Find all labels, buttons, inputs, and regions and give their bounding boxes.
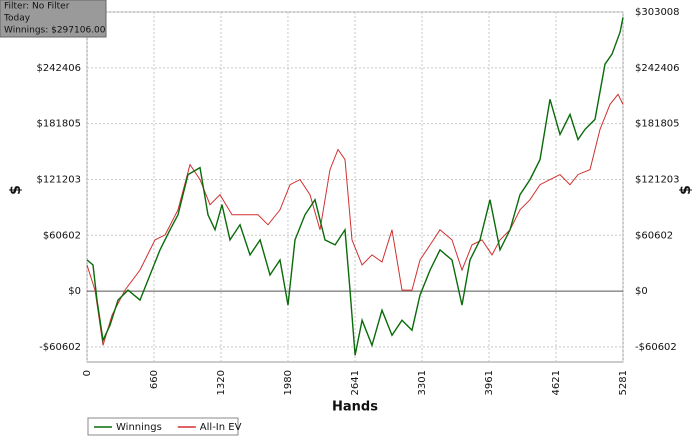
x-tick-label: 2641: [350, 370, 361, 395]
legend-label: All-In EV: [200, 422, 242, 433]
y2-tick-label: $121203: [635, 174, 680, 185]
x-tick-label: 0: [82, 370, 93, 376]
y-tick-label: $0: [68, 286, 81, 297]
y2-tick-label: $303008: [635, 7, 680, 18]
y-tick-label: -$60602: [39, 342, 81, 353]
y2-tick-label: $181805: [635, 119, 680, 130]
x-tick-label: 3961: [484, 370, 495, 395]
y2-axis-title: $: [678, 185, 694, 195]
legend: Winnings All-In EV: [87, 417, 242, 436]
x-tick-label: 4621: [551, 370, 562, 395]
x-tick-label: 1320: [216, 370, 227, 395]
x-tick-label: 5281: [618, 370, 629, 395]
plot-area: [86, 11, 624, 363]
series-line: [86, 17, 624, 356]
info-text: Winnings: $297106.00: [4, 26, 106, 36]
y2-tick-label: $60602: [635, 230, 673, 241]
y2-tick-label: $242406: [635, 63, 680, 74]
y-tick-label: $181805: [36, 119, 81, 130]
x-axis-title: Hands: [332, 400, 378, 415]
series-line: [86, 93, 624, 346]
y2-tick-label: $0: [635, 286, 648, 297]
y2-tick-label: -$60602: [635, 342, 677, 353]
legend-box: [87, 417, 239, 436]
x-tick-label: 660: [149, 370, 160, 389]
x-tick-label: 3301: [417, 370, 428, 395]
info-box-bg: [0, 0, 107, 38]
x-tick-label: 1980: [283, 370, 294, 395]
y-tick-label: $121203: [36, 174, 81, 185]
info-text: Today: [3, 14, 31, 24]
info-box: Filter: No Filter Today Winnings: $297106.…: [0, 0, 107, 38]
info-text: Filter: No Filter: [4, 2, 70, 12]
legend-label: Winnings: [116, 422, 162, 433]
y-tick-label: $60602: [43, 230, 81, 241]
y-tick-label: $242406: [36, 63, 81, 74]
y-axis-title: $: [8, 185, 24, 195]
